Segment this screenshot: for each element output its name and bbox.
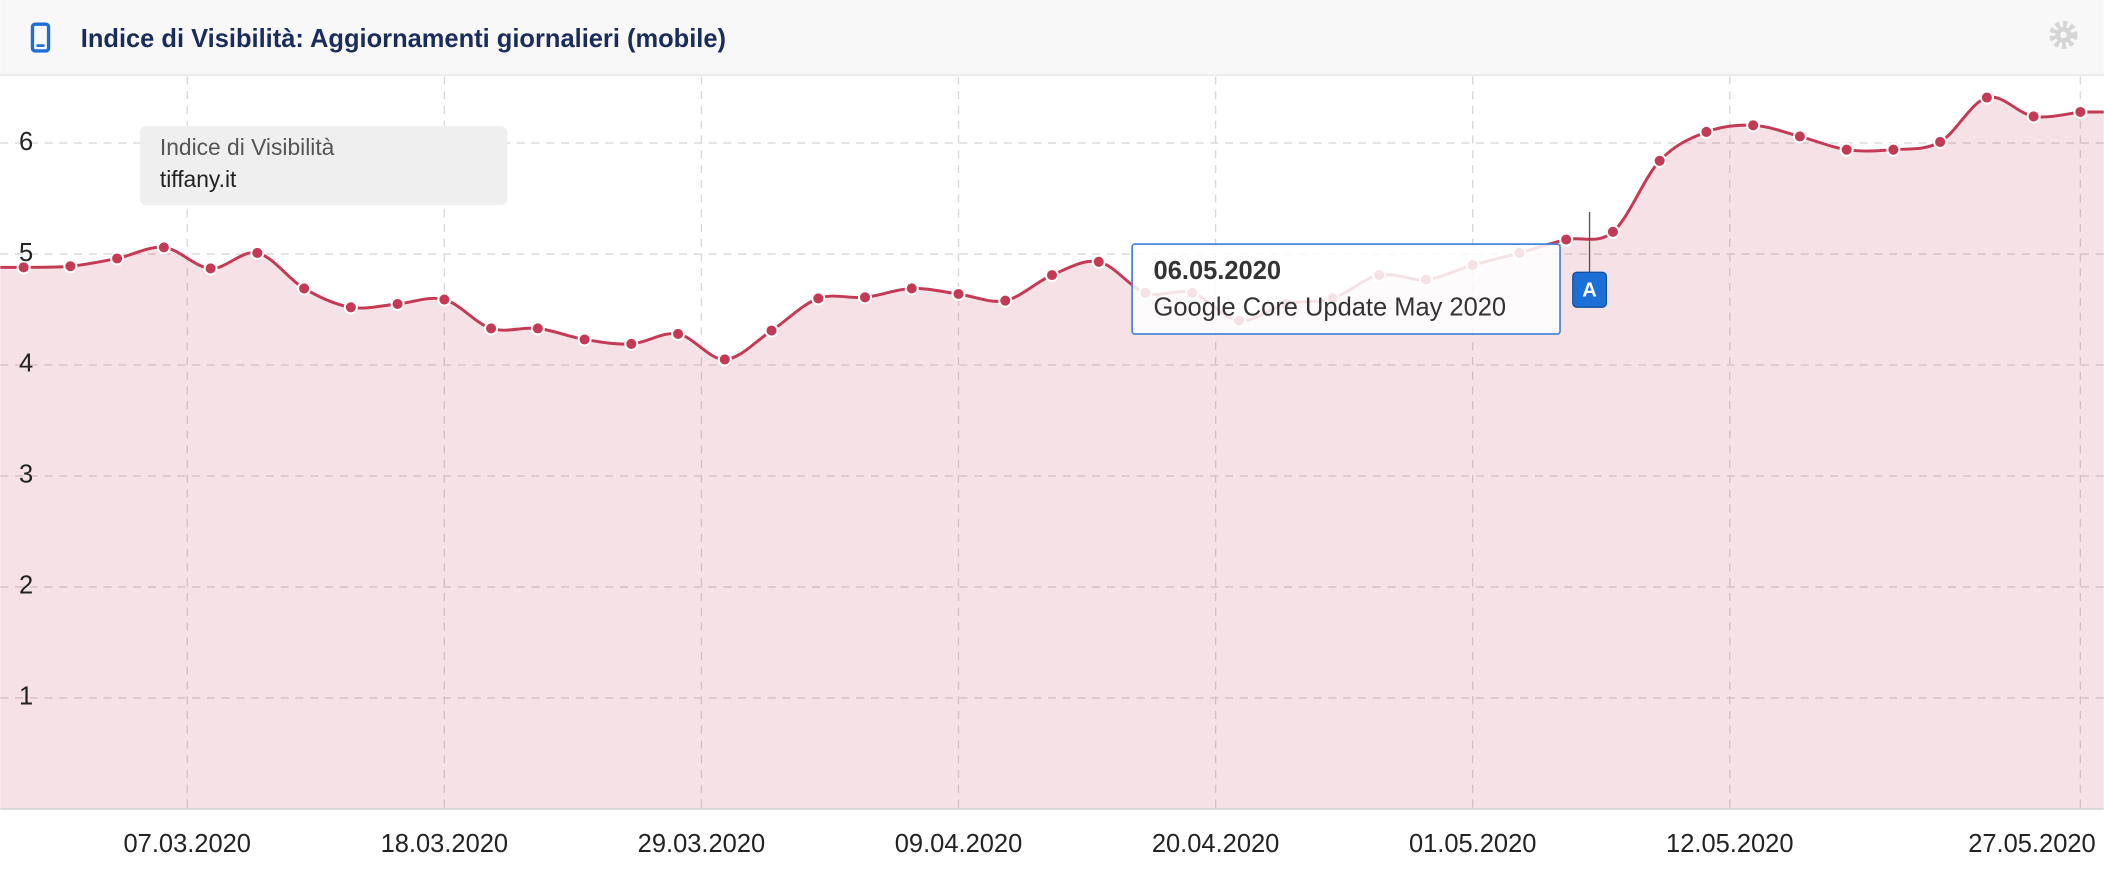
data-point: [1091, 254, 1106, 269]
x-tick-label: 29.03.2020: [638, 830, 765, 858]
x-tick-label: 01.05.2020: [1409, 830, 1536, 858]
data-point: [1605, 224, 1620, 239]
data-point: [998, 293, 1013, 308]
data-point: [1792, 129, 1807, 144]
data-point: [437, 292, 452, 307]
data-point: [951, 286, 966, 302]
data-point: [63, 259, 78, 274]
data-point: [1839, 142, 1854, 157]
settings-icon[interactable]: [2049, 20, 2078, 49]
data-point: [530, 321, 545, 336]
data-point: [297, 281, 312, 296]
data-point: [250, 245, 265, 260]
legend-box: [139, 126, 508, 206]
data-point: [811, 291, 826, 306]
data-point: [1979, 90, 1994, 105]
x-tick-label: 18.03.2020: [381, 830, 508, 858]
x-tick-label: 07.03.2020: [124, 830, 251, 858]
data-point: [390, 296, 405, 312]
data-point: [624, 336, 639, 351]
data-point: [1044, 268, 1060, 283]
data-point: [156, 240, 171, 255]
data-point: [857, 290, 873, 305]
annotation-text: Google Core Update May 2020: [1154, 293, 1507, 321]
header-bar: [0, 0, 2104, 76]
legend-label: tiffany.it: [160, 166, 237, 192]
y-tick-label: 4: [19, 350, 33, 378]
annotation-date: 06.05.2020: [1154, 257, 1281, 285]
data-point: [717, 352, 732, 367]
data-point: [1652, 153, 1667, 168]
y-tick-label: 2: [19, 572, 33, 600]
data-point: [904, 281, 919, 296]
data-point: [1559, 232, 1574, 247]
data-point: [2073, 104, 2088, 120]
y-tick-label: 5: [19, 239, 33, 267]
data-point: [203, 261, 218, 276]
phone-icon: [30, 22, 51, 53]
widget-title: Indice di Visibilità: Aggiornamenti gior…: [81, 25, 726, 53]
data-point: [764, 323, 779, 338]
data-point: [1886, 142, 1901, 157]
data-point: [1746, 118, 1761, 133]
data-point: [16, 260, 31, 275]
y-tick-label: 1: [19, 683, 33, 711]
x-tick-label: 12.05.2020: [1666, 830, 1793, 858]
x-tick-label: 20.04.2020: [1152, 830, 1279, 858]
data-point: [1933, 134, 1948, 149]
data-point: [577, 332, 592, 347]
y-tick-label: 6: [19, 128, 33, 156]
legend-title: Indice di Visibilità: [160, 134, 335, 160]
data-point: [484, 321, 499, 336]
data-point: [343, 300, 358, 315]
x-tick-label: 09.04.2020: [895, 830, 1022, 858]
data-point: [110, 251, 125, 266]
data-point: [671, 326, 686, 341]
data-point: [1699, 124, 1714, 139]
annotation-flag: [1572, 271, 1607, 308]
x-tick-label: 27.05.2020: [1968, 830, 2095, 858]
annotation-tooltip: [1131, 243, 1561, 335]
annotation-flag-label: A: [1582, 279, 1597, 301]
y-tick-label: 3: [19, 461, 33, 489]
data-point: [2026, 109, 2041, 124]
